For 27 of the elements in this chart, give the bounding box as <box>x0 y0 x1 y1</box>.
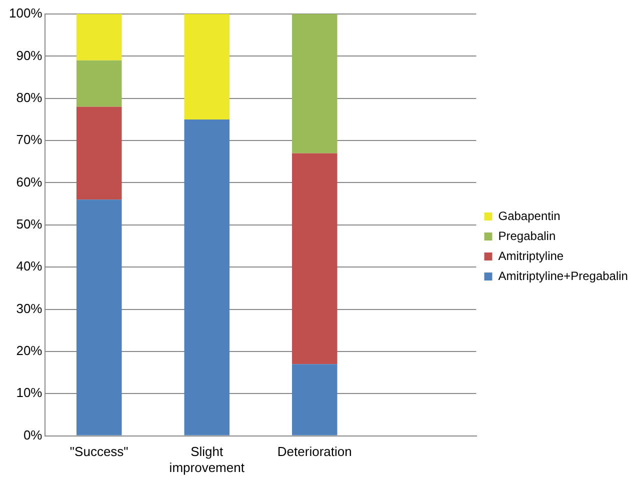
bar <box>292 153 338 364</box>
bar <box>76 200 122 436</box>
legend-label: Gabapentin <box>498 208 560 223</box>
y-tick-label: 30% <box>16 300 43 316</box>
y-tick-label: 0% <box>23 427 43 442</box>
bar <box>76 106 122 200</box>
y-tick-label: 70% <box>16 132 43 148</box>
y-tick-label: 20% <box>16 343 43 358</box>
y-tick-label: 50% <box>16 216 43 232</box>
y-tick-label: 100% <box>9 6 43 21</box>
legend-label: Pregabalin <box>498 228 556 243</box>
legend-label: Amitriptyline <box>498 248 564 263</box>
y-tick-label: 40% <box>16 258 43 274</box>
x-tick-label: Slight improvement <box>169 444 245 475</box>
y-tick-label: 80% <box>16 90 43 105</box>
bar <box>184 14 230 120</box>
bar <box>292 14 338 154</box>
legend-label: Amitriptyline+Pregabalin <box>498 268 628 283</box>
y-tick-label: 90% <box>16 48 43 63</box>
x-tick-label: Deterioration <box>277 444 352 460</box>
bar <box>76 14 122 60</box>
bar <box>76 60 122 107</box>
bar <box>292 364 338 436</box>
y-tick-label: 60% <box>16 174 43 190</box>
x-tick-label: "Success" <box>70 444 129 460</box>
y-tick-label: 10% <box>16 385 43 400</box>
bar <box>184 119 230 436</box>
